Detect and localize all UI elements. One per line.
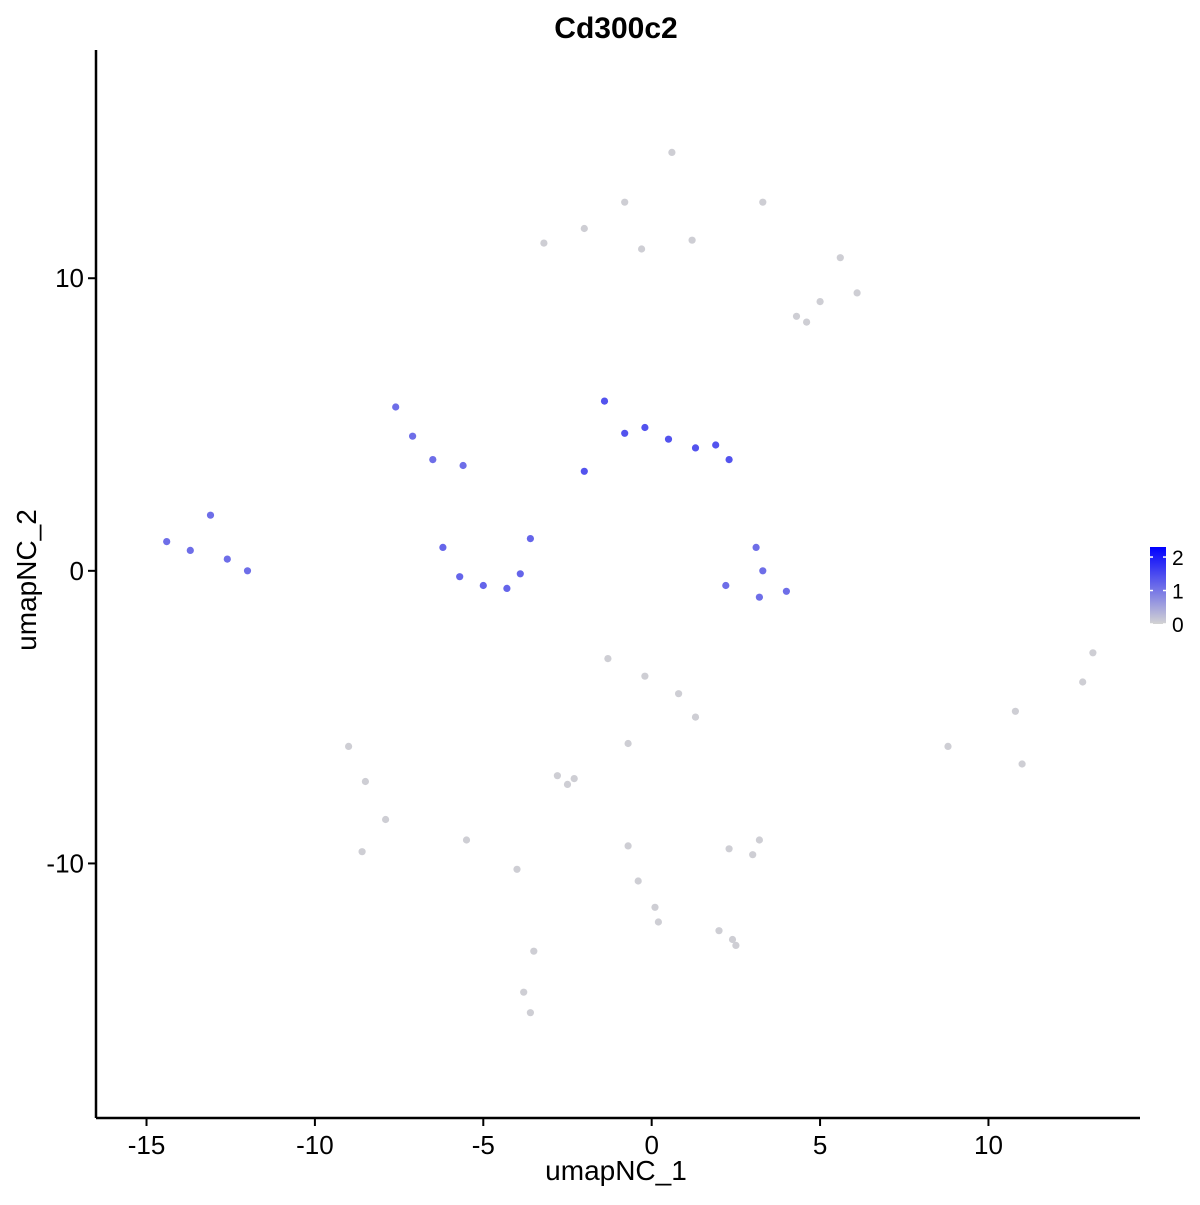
cell-point <box>725 456 733 464</box>
cell-point <box>382 815 390 824</box>
cell-point <box>675 690 683 698</box>
cell-point <box>715 927 723 935</box>
cell-point <box>600 397 609 405</box>
cell-point <box>725 845 733 853</box>
legend-tick-label: 2 <box>1172 547 1184 570</box>
axes-layer: -15 -10 -5 0 5 10 -10 0 10 <box>46 50 1140 1160</box>
y-tick-label: 0 <box>70 556 84 586</box>
cell-point <box>530 947 538 955</box>
cell-point <box>479 581 487 590</box>
cell-point <box>638 245 646 253</box>
points-layer <box>163 148 1097 1017</box>
x-tick-label: -15 <box>128 1130 166 1160</box>
y-axis-label: umapNC_2 <box>11 509 42 651</box>
cell-point <box>752 543 760 552</box>
cell-point <box>243 567 252 575</box>
cell-point <box>1089 649 1097 657</box>
cell-point <box>580 224 588 233</box>
cell-point <box>580 467 588 475</box>
cell-point <box>691 713 700 721</box>
cell-point <box>688 236 696 244</box>
x-tick-label: 5 <box>813 1130 827 1160</box>
cell-point <box>520 988 528 996</box>
cell-point <box>668 148 676 156</box>
color-legend: 0 1 2 <box>1150 547 1184 637</box>
cell-point <box>792 312 801 320</box>
chart-title: Cd300c2 <box>554 12 677 45</box>
cell-point <box>621 198 629 206</box>
cell-point <box>722 581 730 590</box>
y-tick-label: -10 <box>46 848 84 878</box>
cell-point <box>526 535 535 543</box>
cell-point <box>749 851 757 859</box>
cell-point <box>853 289 861 297</box>
cell-point <box>392 403 400 411</box>
cell-point <box>459 461 467 470</box>
cell-point <box>641 672 649 680</box>
cell-point <box>728 935 737 944</box>
legend-tick-label: 0 <box>1172 614 1184 637</box>
cell-point <box>1079 678 1087 686</box>
cell-point <box>755 836 764 844</box>
cell-point <box>163 538 171 546</box>
cell-point <box>513 865 521 873</box>
x-tick-label: -10 <box>296 1130 334 1160</box>
cell-point <box>516 570 524 578</box>
cell-point <box>624 739 632 748</box>
cell-point <box>624 842 632 850</box>
cell-point <box>429 456 437 464</box>
cell-point <box>664 435 673 443</box>
cell-point <box>732 941 740 950</box>
cell-point <box>456 573 464 581</box>
cell-point <box>759 567 767 575</box>
cell-point <box>755 593 764 601</box>
cell-point <box>803 318 811 326</box>
legend-colorbar <box>1150 547 1166 624</box>
cell-point <box>816 298 824 306</box>
cell-point <box>759 198 767 206</box>
cell-point <box>1011 707 1020 715</box>
cell-point <box>553 772 562 780</box>
y-tick-label: 10 <box>55 263 84 293</box>
cell-point <box>641 423 649 432</box>
cell-point <box>836 254 844 262</box>
cell-point <box>462 836 471 844</box>
cell-point <box>1018 760 1026 768</box>
cell-point <box>206 511 215 519</box>
cell-point <box>570 775 578 783</box>
cell-point <box>526 1009 535 1017</box>
x-tick-label: 0 <box>644 1130 658 1160</box>
cell-point <box>654 918 663 926</box>
cell-point <box>223 555 231 563</box>
legend-tick-label: 1 <box>1172 581 1184 604</box>
cell-point <box>361 777 369 786</box>
cell-point <box>634 877 642 885</box>
cell-point <box>782 587 791 595</box>
cell-point <box>604 655 612 663</box>
cell-point <box>345 742 353 751</box>
cell-point <box>439 543 447 552</box>
cell-point <box>409 432 417 440</box>
cell-point <box>691 444 700 452</box>
cell-point <box>186 546 194 555</box>
cell-point <box>621 429 629 437</box>
cell-point <box>358 848 366 856</box>
cell-point <box>712 441 720 449</box>
cell-point <box>540 239 548 247</box>
cell-point <box>944 742 952 751</box>
cell-point <box>503 584 511 593</box>
x-tick-label: 10 <box>974 1130 1003 1160</box>
x-axis-label: umapNC_1 <box>545 1155 687 1186</box>
cell-point <box>651 903 659 911</box>
cell-point <box>563 780 572 789</box>
x-tick-label: -5 <box>472 1130 495 1160</box>
